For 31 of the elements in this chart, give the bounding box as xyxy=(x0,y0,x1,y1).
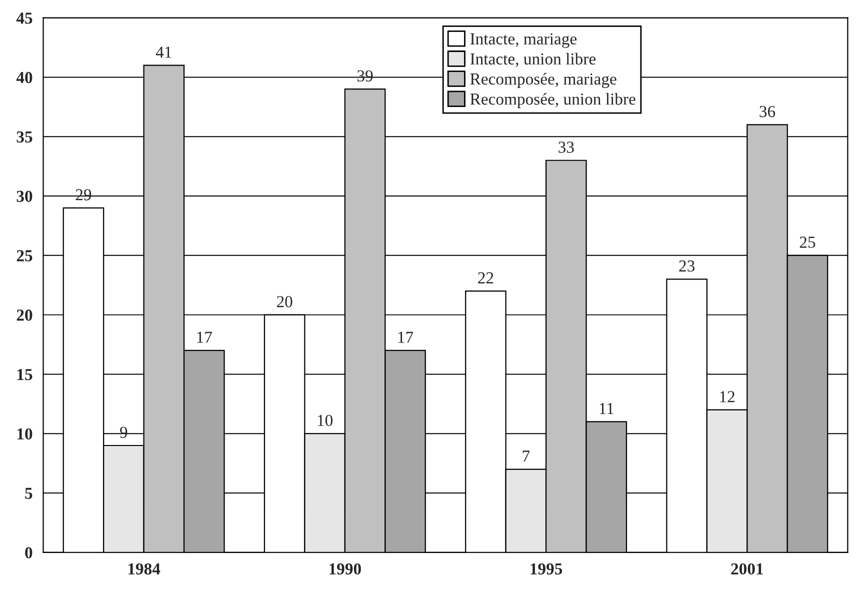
data-label: 41 xyxy=(156,46,172,58)
data-label: 23 xyxy=(679,260,694,272)
data-label: 10 xyxy=(318,414,333,426)
y-tick-label: 10 xyxy=(18,428,32,440)
y-tick-label: 35 xyxy=(16,131,32,143)
y-tick-label: 20 xyxy=(16,310,32,321)
data-label: 22 xyxy=(478,272,494,284)
legend-label: Recomposée, mariage xyxy=(470,72,616,88)
y-tick-label: 0 xyxy=(25,547,32,558)
x-tick-label: 1990 xyxy=(330,563,361,575)
data-label: 33 xyxy=(558,142,574,153)
data-label: 11 xyxy=(600,403,614,414)
x-tick-label: 2001 xyxy=(731,563,763,575)
x-tick-label: 1984 xyxy=(128,563,160,575)
y-tick-label: 40 xyxy=(16,72,32,84)
x-tick-label: 1995 xyxy=(530,563,562,575)
data-label: 36 xyxy=(760,106,776,118)
data-label: 17 xyxy=(398,332,414,343)
y-tick-label: 25 xyxy=(16,250,32,262)
legend-label: Recomposée, union libre xyxy=(470,92,636,108)
data-label: 25 xyxy=(800,236,816,248)
y-tick-label: 30 xyxy=(16,190,32,202)
data-label: 17 xyxy=(197,332,212,343)
data-label: 7 xyxy=(522,450,530,462)
data-label: 20 xyxy=(276,296,292,308)
data-label: 12 xyxy=(720,391,734,402)
y-tick-label: 45 xyxy=(16,12,32,24)
legend-label: Intacte, mariage xyxy=(470,33,577,48)
y-tick-label: 5 xyxy=(25,488,32,499)
y-tick-label: 15 xyxy=(18,369,32,380)
legend-label: Intacte, union libre xyxy=(470,52,596,67)
